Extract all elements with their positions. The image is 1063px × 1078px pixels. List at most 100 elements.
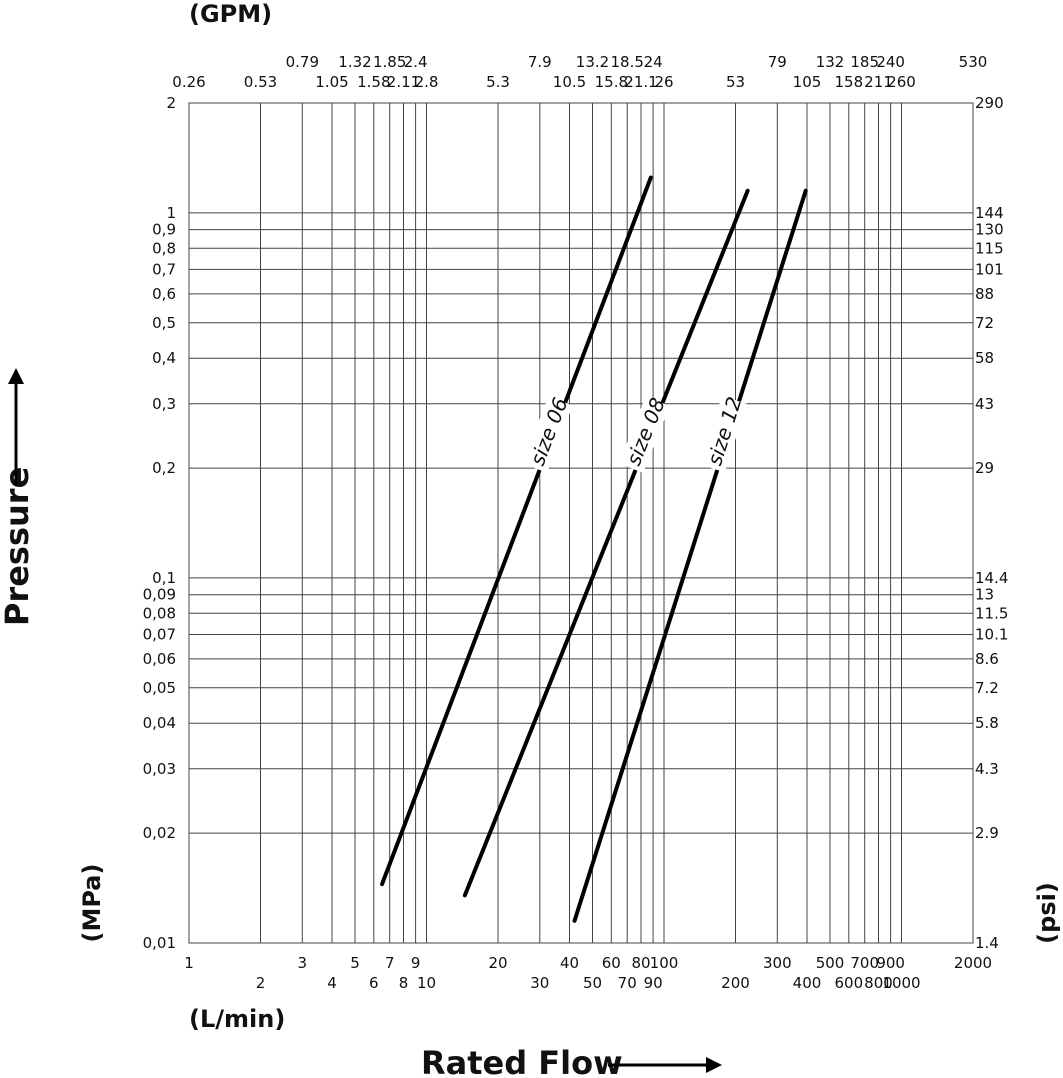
y-tick-label: 0,04 [143,714,176,732]
mpa-unit-label: (MPa) [78,864,106,943]
x-axis-title-group: Rated Flow [421,1044,722,1078]
x-tick-label: 50 [583,974,602,992]
x-tick-label: 900 [876,954,905,972]
x-tick-label: 700 [850,954,879,972]
plot-frame [188,102,974,944]
y-tick-label: 0,08 [143,604,176,622]
gpm-tick-label: 0.53 [244,73,277,91]
y-axis-title-group: Pressure [0,368,36,626]
series-label-backdrop [700,395,747,473]
series-lines: size 06 size 08 size 12 [380,175,808,923]
x-tick-label: 4 [327,974,337,992]
series-label-group: size 06 [522,394,573,473]
y-tick-label: 0,2 [152,459,176,477]
gpm-tick-label: 2.8 [415,73,439,91]
y-tick-label: 0,06 [143,650,176,668]
series-label: size 12 [702,394,746,469]
gpm-unit-label: (GPM) [189,0,272,28]
psi-tick-label: 1.4 [975,934,999,952]
x-tick-label: 200 [721,974,750,992]
psi-tick-label: 144 [975,204,1004,222]
gpm-tick-label: 132 [816,53,845,71]
y-tick-label: 0,05 [143,679,176,697]
gpm-tick-label: 185 [850,53,879,71]
lmin-unit-label: (L/min) [189,1005,285,1033]
psi-unit-label: (psi) [1033,882,1061,944]
series-line [462,188,750,898]
psi-tick-label: 2.9 [975,824,999,842]
psi-tick-label: 88 [975,285,994,303]
y-tick-label: 0,07 [143,625,176,643]
x-axis-title: Rated Flow [421,1044,623,1078]
x-tick-label: 80 [631,954,650,972]
gpm-tick-label: 5.3 [486,73,510,91]
gpm-tick-label: 53 [726,73,745,91]
psi-tick-label: 7.2 [975,679,999,697]
series-line [572,188,808,923]
psi-tick-label: 11.5 [975,604,1008,622]
gpm-tick-label: 530 [959,53,988,71]
series-label: size 08 [621,394,670,468]
y-tick-label: 1 [166,204,176,222]
x-tick-label: 3 [298,954,308,972]
y-axis-arrow-head [8,368,24,384]
x-tick-label: 300 [763,954,792,972]
x-tick-label: 30 [530,974,549,992]
gpm-tick-label: 7.9 [528,53,552,71]
x-tick-label: 8 [399,974,409,992]
y-tick-label: 0,4 [152,349,176,367]
x-axis-arrow-head [706,1057,722,1073]
gpm-tick-label: 79 [768,53,787,71]
gpm-tick-label: 2.11 [387,73,420,91]
gpm-tick-label: 15.8 [595,73,628,91]
gpm-tick-label: 105 [793,73,822,91]
psi-tick-label: 130 [975,221,1004,239]
x-tick-label: 7 [385,954,395,972]
gpm-tick-label: 260 [887,73,916,91]
gpm-tick-label: 1.85 [373,53,406,71]
y-tick-label: 0,8 [152,239,176,257]
x-tick-label: 500 [816,954,845,972]
series-label-group: size 12 [700,394,747,473]
x-tick-label: 40 [560,954,579,972]
x-tick-label: 100 [650,954,679,972]
x-tick-label: 1000 [882,974,920,992]
psi-tick-label: 4.3 [975,760,999,778]
y-tick-label: 0,3 [152,395,176,413]
gpm-tick-label: 211 [864,73,893,91]
gpm-tick-label: 240 [876,53,905,71]
x-tick-label: 2 [256,974,266,992]
x-tick-label: 5 [350,954,360,972]
y-tick-label: 0,7 [152,260,176,278]
x-tick-label: 20 [488,954,507,972]
y-tick-label: 0,09 [143,586,176,604]
y-tick-label: 0,6 [152,285,176,303]
x-tick-label: 2000 [954,954,992,972]
x-tick-label: 60 [602,954,621,972]
gpm-tick-label: 0.26 [172,73,205,91]
y-tick-label: 0,5 [152,314,176,332]
series-line [380,175,653,887]
gpm-tick-label: 13.2 [576,53,609,71]
gpm-tick-label: 21.1 [624,73,657,91]
y-tick-label: 0,9 [152,221,176,239]
gpm-tick-label: 1.58 [357,73,390,91]
gpm-tick-label: 18.5 [611,53,644,71]
series-label-backdrop [522,396,573,473]
x-tick-label: 400 [793,974,822,992]
x-tick-label: 70 [618,974,637,992]
series-label-group: size 08 [618,394,670,473]
psi-tick-label: 8.6 [975,650,999,668]
x-tick-label: 600 [834,974,863,992]
psi-tick-label: 29 [975,459,994,477]
gpm-tick-label: 1.32 [338,53,371,71]
x-tick-label: 6 [369,974,379,992]
psi-tick-label: 14.4 [975,569,1008,587]
psi-tick-label: 10.1 [975,625,1008,643]
gpm-tick-label: 24 [644,53,663,71]
y-tick-label: 0,03 [143,760,176,778]
grid-lines [188,102,973,944]
psi-tick-label: 290 [975,94,1004,112]
